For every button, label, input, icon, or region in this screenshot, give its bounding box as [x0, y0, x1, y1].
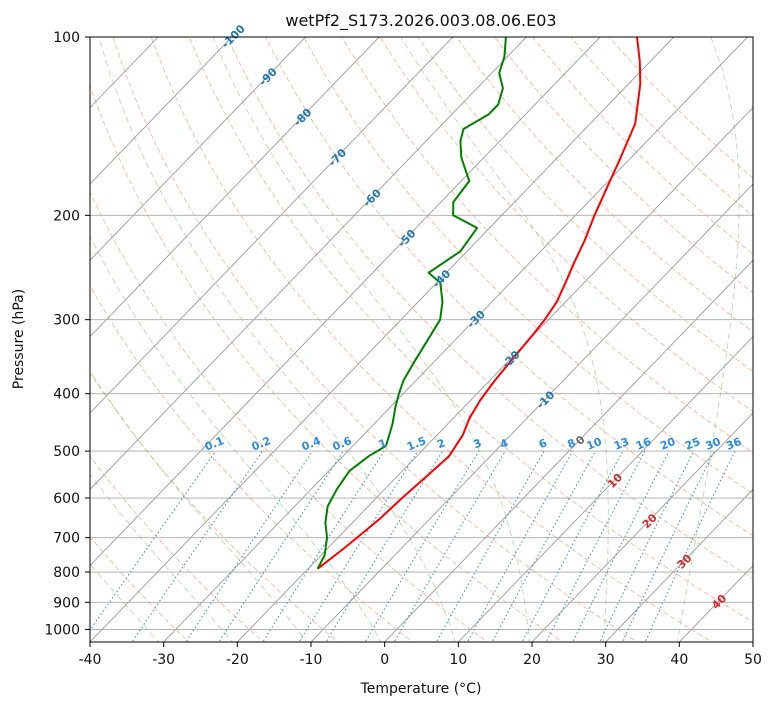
- isotherm-line: [605, 488, 753, 642]
- mixing-ratio-line: [298, 450, 419, 642]
- x-tick-label: 30: [597, 652, 615, 668]
- isotherm-line: [236, 106, 753, 642]
- mixing-ratio-line: [325, 450, 444, 642]
- profile-line: [316, 37, 507, 570]
- mixing-ratio-label: 36: [724, 435, 743, 453]
- y-tick-label: 500: [53, 444, 80, 460]
- mixing-ratio-label: 10: [585, 435, 604, 453]
- isotherm-line: [90, 37, 454, 414]
- isotherm-line: [531, 412, 753, 642]
- x-tick-label: -30: [152, 652, 175, 668]
- y-axis-ticks: 100 200 300 400 500 600 700 800 900 1000: [44, 30, 90, 638]
- isotherm-line: [90, 37, 675, 642]
- y-tick-label: 800: [53, 565, 80, 581]
- plot-frame: [89, 36, 754, 643]
- plot-area: [90, 37, 753, 642]
- y-tick-label: 200: [53, 208, 80, 224]
- mixing-ratio-label: 1: [377, 436, 389, 451]
- dry-adiabat: [341, 37, 753, 453]
- x-tick-label: -40: [79, 652, 102, 668]
- x-tick-label: 50: [744, 652, 762, 668]
- y-tick-label: 1000: [44, 622, 80, 638]
- dry-adiabat: [90, 455, 265, 642]
- isotherm-line: [90, 37, 233, 185]
- mixing-ratio-line: [364, 450, 480, 642]
- mixing-ratio-label: 20: [658, 435, 677, 453]
- mixing-ratio-label: 30: [704, 435, 723, 453]
- mixing-ratio-line: [621, 450, 715, 642]
- pressure-gridlines: [90, 37, 753, 630]
- dry-adiabat: [227, 37, 753, 580]
- x-tick-label: 0: [380, 652, 389, 668]
- mixing-ratio-line: [545, 450, 646, 642]
- moist-adiabat: [90, 473, 234, 642]
- mixing-ratio-label: 8: [566, 436, 578, 451]
- mixing-ratio-line: [218, 450, 344, 642]
- x-tick-label: -20: [226, 652, 249, 668]
- mixing-ratio-label: 2: [435, 436, 447, 451]
- dry-adiabat: [90, 190, 489, 642]
- mixing-ratio-line: [644, 450, 736, 642]
- profile-line: [316, 37, 642, 570]
- y-tick-label: 100: [53, 30, 80, 46]
- x-axis-ticks: -40 -30 -20 -10 0 10 20 30 40 50: [79, 642, 762, 668]
- mixing-ratio-lines: [90, 450, 736, 642]
- isotherm-line: [163, 37, 749, 642]
- mixing-ratio-line: [491, 450, 596, 642]
- dry-adiabat: [379, 37, 753, 413]
- mixing-ratio-label: 16: [634, 435, 653, 453]
- dry-adiabat: [455, 37, 753, 333]
- isotherm-line: [90, 37, 601, 567]
- isotherm-line: [90, 37, 380, 338]
- isotherm-line: [310, 183, 753, 642]
- x-tick-label: 20: [523, 652, 541, 668]
- dry-adiabat: [150, 37, 713, 642]
- chart-title: wetPf2_S173.2026.003.08.06.E03: [285, 11, 556, 31]
- isotherm-line: [457, 335, 753, 642]
- y-tick-label: 300: [53, 313, 80, 329]
- y-tick-label: 400: [53, 387, 80, 403]
- x-tick-label: -10: [300, 652, 323, 668]
- x-axis-label: Temperature (°C): [360, 681, 482, 697]
- mixing-ratio-label: 13: [612, 435, 631, 453]
- mixing-ratio-line: [185, 450, 314, 642]
- mixing-ratio-line: [393, 450, 506, 642]
- mixing-ratio-line: [131, 450, 264, 642]
- y-tick-label: 900: [53, 595, 80, 611]
- mixing-ratio-line: [90, 450, 217, 632]
- mixing-ratio-label: 3: [472, 436, 484, 451]
- profile-series: [316, 37, 642, 570]
- mixing-ratio-line: [262, 450, 385, 642]
- x-tick-label: 10: [449, 652, 467, 668]
- moist-adiabat: [90, 235, 382, 642]
- isotherm-line: [384, 259, 753, 642]
- mixing-ratio-line: [521, 450, 624, 642]
- y-tick-label: 600: [53, 491, 80, 507]
- isotherm-line: [90, 37, 307, 261]
- y-tick-label: 700: [53, 531, 80, 547]
- x-tick-label: 40: [670, 652, 688, 668]
- y-axis-label: Pressure (hPa): [11, 289, 27, 389]
- dry-adiabat: [303, 37, 753, 495]
- mixing-ratio-label: 25: [683, 435, 702, 453]
- skewed-isotherms: [90, 37, 753, 642]
- isotherm-line: [90, 37, 528, 490]
